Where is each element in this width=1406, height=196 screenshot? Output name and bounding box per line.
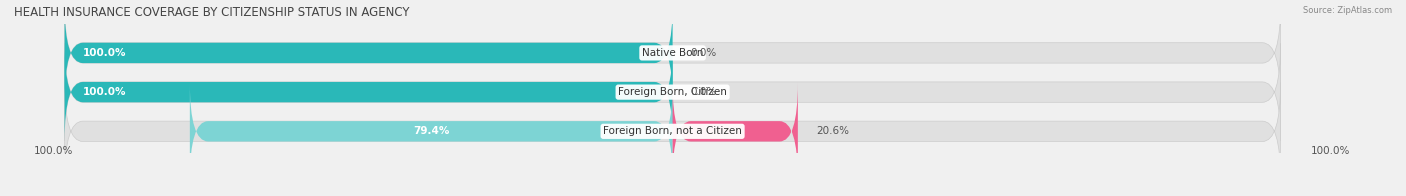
Text: 0.0%: 0.0% (690, 48, 717, 58)
FancyBboxPatch shape (65, 44, 1281, 141)
Text: Foreign Born, not a Citizen: Foreign Born, not a Citizen (603, 126, 742, 136)
Text: 100.0%: 100.0% (1310, 146, 1350, 156)
FancyBboxPatch shape (65, 83, 1281, 180)
Text: 100.0%: 100.0% (34, 146, 73, 156)
Text: 0.0%: 0.0% (690, 87, 717, 97)
FancyBboxPatch shape (672, 83, 797, 180)
Text: 100.0%: 100.0% (83, 48, 127, 58)
FancyBboxPatch shape (65, 44, 672, 141)
Text: HEALTH INSURANCE COVERAGE BY CITIZENSHIP STATUS IN AGENCY: HEALTH INSURANCE COVERAGE BY CITIZENSHIP… (14, 6, 409, 19)
Text: 20.6%: 20.6% (815, 126, 849, 136)
FancyBboxPatch shape (65, 4, 672, 102)
Text: Source: ZipAtlas.com: Source: ZipAtlas.com (1303, 6, 1392, 15)
FancyBboxPatch shape (65, 4, 1281, 102)
Text: Foreign Born, Citizen: Foreign Born, Citizen (619, 87, 727, 97)
Text: Native Born: Native Born (643, 48, 703, 58)
Text: 79.4%: 79.4% (413, 126, 450, 136)
Text: 100.0%: 100.0% (83, 87, 127, 97)
FancyBboxPatch shape (190, 83, 672, 180)
